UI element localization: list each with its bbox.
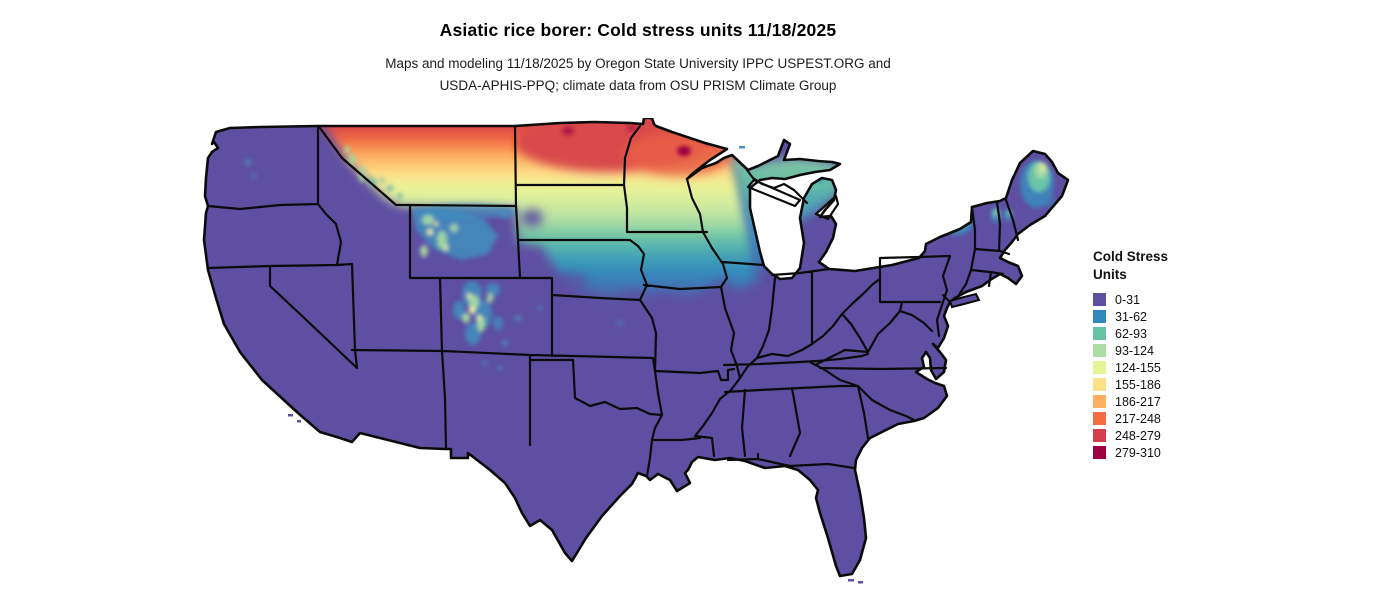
legend-label: 279-310 — [1115, 445, 1161, 460]
us-cold-stress-map — [202, 116, 1070, 584]
offshore-islands — [288, 146, 863, 584]
green-bay — [746, 178, 802, 208]
legend-swatch — [1093, 344, 1106, 358]
legend-item: 31-62 — [1093, 308, 1213, 325]
legend-label: 0-31 — [1115, 292, 1141, 307]
legend-label: 31-62 — [1115, 309, 1147, 324]
long-island — [948, 292, 981, 309]
legend-item: 62-93 — [1093, 325, 1213, 342]
legend-swatch — [1093, 361, 1106, 375]
legend-title-line2: Units — [1093, 267, 1127, 283]
map-fill-layers — [204, 118, 1068, 576]
legend-items: 0-31 31-62 62-93 93-124 124-155 155-186 186-21… — [1093, 291, 1213, 461]
legend-label: 186-217 — [1115, 394, 1161, 409]
legend-label: 93-124 — [1115, 343, 1154, 358]
legend-swatch — [1093, 446, 1106, 460]
legend-item: 124-155 — [1093, 359, 1213, 376]
page-title: Asiatic rice borer: Cold stress units 11… — [439, 20, 837, 40]
legend-swatch — [1093, 310, 1106, 324]
legend-item: 248-279 — [1093, 427, 1213, 444]
legend-item: 0-31 — [1093, 291, 1213, 308]
legend-label: 155-186 — [1115, 377, 1161, 392]
subtitle-line1: Maps and modeling 11/18/2025 by Oregon S… — [385, 56, 891, 71]
legend-label: 124-155 — [1115, 360, 1161, 375]
legend-swatch — [1093, 395, 1106, 409]
us-outline — [202, 116, 1070, 578]
legend-title: Cold Stress Units — [1093, 248, 1213, 284]
header: Asiatic rice borer: Cold stress units 11… — [0, 0, 1276, 98]
colorado-patches — [453, 281, 543, 370]
max-stress-spots — [562, 125, 712, 156]
legend-item: 217-248 — [1093, 410, 1213, 427]
idaho-montana-speckles — [245, 146, 624, 326]
legend-item: 186-217 — [1093, 393, 1213, 410]
subtitle: Maps and modeling 11/18/2025 by Oregon S… — [0, 53, 1276, 98]
legend-label: 62-93 — [1115, 326, 1147, 341]
legend-label: 217-248 — [1115, 411, 1161, 426]
us-map-container — [200, 116, 1070, 594]
wyoming-patches — [412, 203, 518, 260]
legend: Cold Stress Units 0-31 31-62 62-93 93-124 12… — [1093, 248, 1213, 461]
legend-item: 279-310 — [1093, 444, 1213, 461]
legend-swatch — [1093, 429, 1106, 443]
subtitle-line2: USDA-APHIS-PPQ; climate data from OSU PR… — [439, 78, 837, 94]
legend-label: 248-279 — [1115, 428, 1161, 443]
legend-item: 155-186 — [1093, 376, 1213, 393]
legend-swatch — [1093, 412, 1106, 426]
legend-swatch — [1093, 327, 1106, 341]
legend-title-line1: Cold Stress — [1093, 249, 1169, 264]
state-borders — [206, 124, 1020, 478]
legend-swatch — [1093, 293, 1106, 307]
legend-item: 93-124 — [1093, 342, 1213, 359]
legend-swatch — [1093, 378, 1106, 392]
